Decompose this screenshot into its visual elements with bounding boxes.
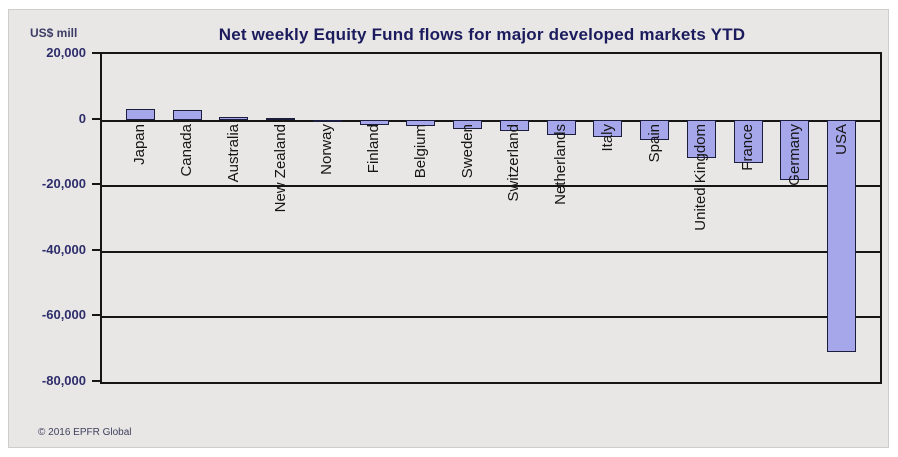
category-label: Finland xyxy=(365,123,383,173)
bar-finland xyxy=(359,119,389,125)
category-label: France xyxy=(739,123,757,171)
gridline xyxy=(102,316,880,319)
bar-usa xyxy=(827,119,857,353)
bar-italy xyxy=(593,119,623,137)
bar-germany xyxy=(780,119,810,180)
bar-japan xyxy=(125,109,155,120)
category-label: Italy xyxy=(599,123,616,152)
category-label: Spain xyxy=(645,123,663,162)
bar-france xyxy=(733,119,763,163)
bar-united-kingdom xyxy=(686,119,716,158)
category-label: Belgium xyxy=(412,123,429,178)
category-label: Germany xyxy=(786,123,803,186)
bar-sweden xyxy=(453,119,483,130)
category-label: Japan xyxy=(131,123,149,165)
bar-slot: Belgium xyxy=(398,54,445,382)
bar-slot: Sweden xyxy=(444,54,491,382)
y-tick-label: 0 xyxy=(78,110,86,126)
bar-series: Japan Canada Australia New Zealand Norway Fin… xyxy=(102,54,880,382)
gridline xyxy=(102,119,880,122)
gridline xyxy=(102,185,880,188)
category-label: Norway xyxy=(318,123,336,175)
category-label: Australia xyxy=(225,123,242,182)
bar-netherlands xyxy=(546,119,576,135)
bar-slot: USA xyxy=(818,54,865,382)
plot-area: Japan Canada Australia New Zealand Norway Fin… xyxy=(100,52,882,384)
bar-spain xyxy=(640,119,670,140)
bar-slot: United Kingdom xyxy=(678,54,725,382)
category-label: Netherlands xyxy=(552,123,570,205)
category-label: New Zealand xyxy=(271,123,289,212)
bar-slot: France xyxy=(725,54,772,382)
y-tick-mark xyxy=(92,380,100,382)
chart-panel: US$ mill Net weekly Equity Fund flows fo… xyxy=(8,9,889,448)
y-axis: 20,000 0 -20,000 -40,000 -60,000 -80,000 xyxy=(9,45,100,388)
chart-title: Net weekly Equity Fund flows for major d… xyxy=(218,25,746,44)
bar-slot: Canada xyxy=(164,54,211,382)
bar-slot: Netherlands xyxy=(538,54,585,382)
bar-norway xyxy=(312,119,342,122)
bar-slot: Norway xyxy=(304,54,351,382)
bar-slot: Italy xyxy=(585,54,632,382)
bar-belgium xyxy=(406,119,436,126)
y-tick-mark xyxy=(92,183,100,186)
bar-slot: New Zealand xyxy=(257,54,304,382)
category-label: Canada xyxy=(178,123,196,177)
bar-slot: Japan xyxy=(117,54,164,382)
y-tick-mark xyxy=(92,117,100,120)
bar-new-zealand xyxy=(266,117,296,120)
category-label: Switzerland xyxy=(505,123,523,202)
y-tick-mark xyxy=(92,314,100,317)
y-tick-label: -20,000 xyxy=(41,176,86,192)
y-tick-label: -80,000 xyxy=(41,373,86,388)
bar-slot: Australia xyxy=(211,54,258,382)
gridline xyxy=(102,250,880,253)
y-axis-unit-label: US$ mill xyxy=(30,26,78,40)
y-tick-mark xyxy=(92,248,100,251)
bar-slot: Germany xyxy=(772,54,819,382)
bar-switzerland xyxy=(499,119,529,132)
category-label: United Kingdom xyxy=(692,123,710,231)
bar-slot: Switzerland xyxy=(491,54,538,382)
y-tick-label: 20,000 xyxy=(46,45,86,60)
category-label: USA xyxy=(832,123,850,155)
bar-canada xyxy=(172,110,202,120)
copyright-label: © 2016 EPFR Global xyxy=(38,427,132,438)
bar-australia xyxy=(219,116,249,120)
y-tick-mark xyxy=(92,52,100,54)
y-tick-label: -60,000 xyxy=(41,307,86,323)
bar-slot: Finland xyxy=(351,54,398,382)
y-tick-label: -40,000 xyxy=(41,241,86,257)
category-label: Sweden xyxy=(458,123,476,178)
bar-slot: Spain xyxy=(631,54,678,382)
